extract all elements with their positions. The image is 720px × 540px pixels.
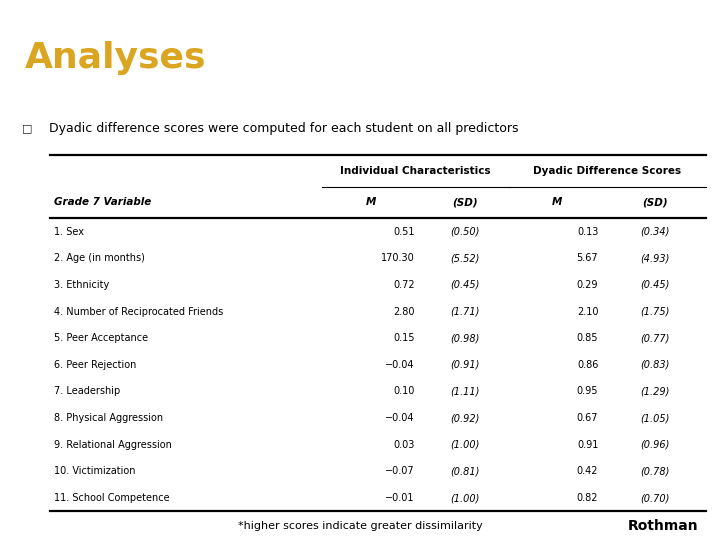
Text: 6. Peer Rejection: 6. Peer Rejection (54, 360, 136, 370)
Text: 0.15: 0.15 (393, 333, 415, 343)
Text: Grade 7 Variable: Grade 7 Variable (54, 198, 151, 207)
Text: (SD): (SD) (452, 198, 477, 207)
Text: (0.45): (0.45) (640, 280, 670, 290)
Text: (0.70): (0.70) (640, 493, 670, 503)
Text: (1.00): (1.00) (450, 493, 480, 503)
Text: 10. Victimization: 10. Victimization (54, 467, 135, 476)
Text: (1.05): (1.05) (640, 413, 670, 423)
Text: 1. Sex: 1. Sex (54, 227, 84, 237)
Text: 0.72: 0.72 (393, 280, 415, 290)
Text: M: M (552, 198, 562, 207)
Text: 0.82: 0.82 (577, 493, 598, 503)
Text: 0.86: 0.86 (577, 360, 598, 370)
Text: (1.75): (1.75) (640, 307, 670, 316)
Text: 0.29: 0.29 (577, 280, 598, 290)
Text: (1.00): (1.00) (450, 440, 480, 450)
Text: 0.51: 0.51 (393, 227, 415, 237)
Text: (5.52): (5.52) (450, 253, 480, 264)
Text: (4.93): (4.93) (640, 253, 670, 264)
Text: (0.92): (0.92) (450, 413, 480, 423)
Text: Rothman: Rothman (628, 519, 698, 533)
Text: Analyses: Analyses (25, 41, 207, 75)
Text: M: M (366, 198, 377, 207)
Text: 4. Number of Reciprocated Friends: 4. Number of Reciprocated Friends (54, 307, 223, 316)
Text: (0.34): (0.34) (640, 227, 670, 237)
Text: 7. Leadership: 7. Leadership (54, 387, 120, 396)
Text: 0.95: 0.95 (577, 387, 598, 396)
Text: 0.03: 0.03 (393, 440, 415, 450)
Text: Dyadic difference scores were computed for each student on all predictors: Dyadic difference scores were computed f… (49, 122, 518, 135)
Text: □: □ (22, 124, 32, 133)
Text: 0.10: 0.10 (393, 387, 415, 396)
Text: (0.83): (0.83) (640, 360, 670, 370)
Text: −0.07: −0.07 (385, 467, 415, 476)
Text: (1.29): (1.29) (640, 387, 670, 396)
Text: 0.67: 0.67 (577, 413, 598, 423)
Text: (0.81): (0.81) (450, 467, 480, 476)
Text: 3. Ethnicity: 3. Ethnicity (54, 280, 109, 290)
Text: (0.96): (0.96) (640, 440, 670, 450)
Text: (0.98): (0.98) (450, 333, 480, 343)
Text: Individual Characteristics: Individual Characteristics (341, 166, 491, 176)
Text: (0.77): (0.77) (640, 333, 670, 343)
Text: −0.01: −0.01 (385, 493, 415, 503)
Text: 0.13: 0.13 (577, 227, 598, 237)
Text: (1.11): (1.11) (450, 387, 480, 396)
Text: 5. Peer Acceptance: 5. Peer Acceptance (54, 333, 148, 343)
Text: 2.10: 2.10 (577, 307, 598, 316)
Text: 2.80: 2.80 (393, 307, 415, 316)
Text: 170.30: 170.30 (381, 253, 415, 264)
Text: 9. Relational Aggression: 9. Relational Aggression (54, 440, 172, 450)
Text: (0.91): (0.91) (450, 360, 480, 370)
Text: Dyadic Difference Scores: Dyadic Difference Scores (534, 166, 681, 176)
Text: −0.04: −0.04 (385, 360, 415, 370)
Text: (SD): (SD) (642, 198, 667, 207)
Text: (0.50): (0.50) (450, 227, 480, 237)
Text: 2. Age (in months): 2. Age (in months) (54, 253, 145, 264)
Text: 11. School Competence: 11. School Competence (54, 493, 170, 503)
Text: (0.78): (0.78) (640, 467, 670, 476)
Text: 0.91: 0.91 (577, 440, 598, 450)
Text: *higher scores indicate greater dissimilarity: *higher scores indicate greater dissimil… (238, 521, 482, 531)
Text: (0.45): (0.45) (450, 280, 480, 290)
Text: −0.04: −0.04 (385, 413, 415, 423)
Text: 0.85: 0.85 (577, 333, 598, 343)
Text: 0.42: 0.42 (577, 467, 598, 476)
Text: (1.71): (1.71) (450, 307, 480, 316)
Text: 8. Physical Aggression: 8. Physical Aggression (54, 413, 163, 423)
Text: 5.67: 5.67 (577, 253, 598, 264)
